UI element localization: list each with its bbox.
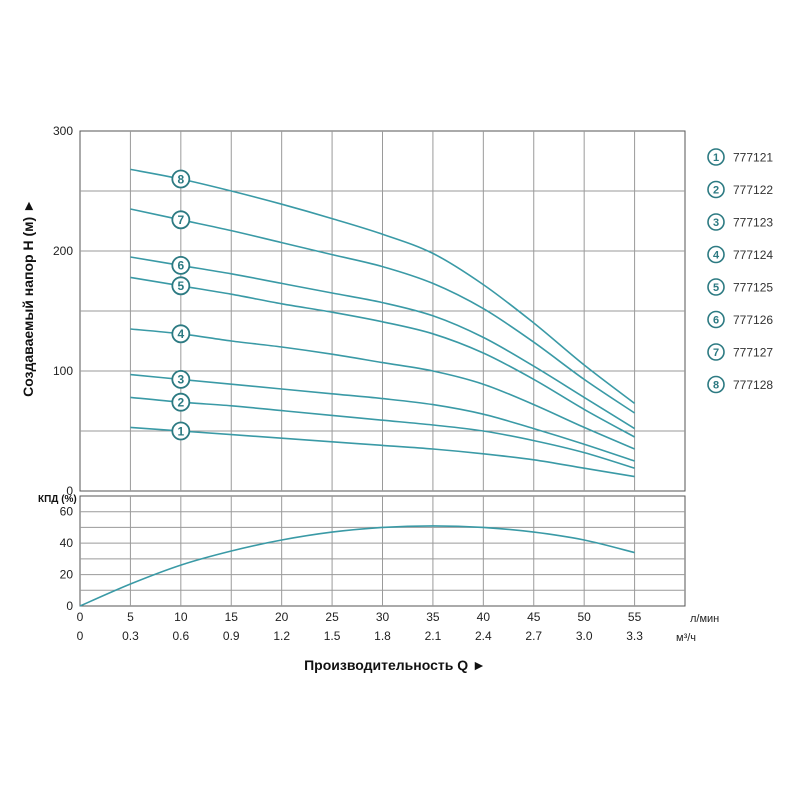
head-curve-8 <box>130 168 636 405</box>
legend-marker-3 <box>707 213 725 231</box>
grid <box>79 130 686 607</box>
curve-marker-label-2: 2 <box>177 396 184 410</box>
x-tick-label-secondary: 3.3 <box>626 629 643 643</box>
legend-marker-5 <box>707 278 725 296</box>
legend-marker-label-7: 7 <box>713 347 719 359</box>
legend-item-3: 777123 <box>733 216 773 230</box>
legend-item-5: 777125 <box>733 281 773 295</box>
legend-marker-7 <box>707 343 725 361</box>
curve-marker-circle-8 <box>171 169 191 189</box>
legend-marker-label-8: 8 <box>713 380 719 392</box>
x-tick-label-secondary: 1.5 <box>324 629 341 643</box>
curve-markers: 1 2 3 4 5 6 7 8 <box>171 169 191 441</box>
x-tick-label-secondary: 1.2 <box>273 629 290 643</box>
legend-marker-label-2: 2 <box>713 185 719 197</box>
head-curve-1 <box>130 426 635 478</box>
curve-marker-label-4: 4 <box>177 327 184 341</box>
x-tick-label-secondary: 0 <box>77 629 84 643</box>
x-tick-label-primary: 35 <box>426 610 440 624</box>
legend-marker-label-3: 3 <box>713 217 719 229</box>
head-axis-title: Создаваемый напор H (м) ► <box>20 199 36 397</box>
x-tick-label-primary: 15 <box>225 610 239 624</box>
efficiency-y-tick-label: 40 <box>60 536 74 550</box>
legend-item-6: 777126 <box>733 313 773 327</box>
curve-marker-label-5: 5 <box>177 279 184 293</box>
legend-marker-label-5: 5 <box>713 282 719 294</box>
efficiency-y-tick-label: 20 <box>60 568 74 582</box>
efficiency-y-tick-label: 0 <box>66 599 73 613</box>
head-curve-7 <box>130 208 636 414</box>
curve-marker-circle-7 <box>171 210 191 230</box>
legend-marker-label-4: 4 <box>713 250 720 262</box>
legend-item-7: 777127 <box>733 346 773 360</box>
curve-marker-label-3: 3 <box>177 373 184 387</box>
x-tick-label-primary: 30 <box>376 610 390 624</box>
x-tick-label-primary: 0 <box>77 610 84 624</box>
legend-marker-2 <box>707 180 725 199</box>
legend-item-8: 777128 <box>733 378 773 392</box>
curve-marker-circle-6 <box>171 255 191 275</box>
head-y-tick-label: 200 <box>53 244 73 258</box>
x-tick-label-secondary: 3.0 <box>576 629 593 643</box>
x-tick-label-primary: 45 <box>527 610 541 624</box>
x-tick-label-primary: 40 <box>477 610 491 624</box>
x-tick-label-secondary: 2.4 <box>475 629 492 643</box>
head-curves <box>130 168 636 478</box>
secondary-x-unit: м³/ч <box>676 632 696 644</box>
x-tick-label-secondary: 0.9 <box>223 629 240 643</box>
x-tick-label-primary: 55 <box>628 610 642 624</box>
x-tick-label-secondary: 2.1 <box>425 629 442 643</box>
x-tick-label-primary: 5 <box>127 610 134 624</box>
efficiency-curves <box>79 525 635 607</box>
x-axis-title: Производительность Q ► <box>304 657 486 673</box>
curve-marker-label-1: 1 <box>177 424 184 438</box>
efficiency-axis-title: КПД (%) <box>38 494 77 505</box>
legend: 1 777121 2 777122 3 777123 4 777124 5 777125 6 7771… <box>707 148 773 394</box>
x-tick-label-secondary: 0.3 <box>122 629 139 643</box>
legend-marker-label-6: 6 <box>713 315 719 327</box>
legend-marker-8 <box>707 375 725 394</box>
legend-marker-4 <box>707 245 725 264</box>
head-y-tick-label: 100 <box>53 364 73 378</box>
legend-item-2: 777122 <box>733 183 773 197</box>
head-curve-5 <box>130 276 635 438</box>
x-tick-label-primary: 10 <box>174 610 188 624</box>
head-curve-3 <box>130 373 635 462</box>
head-y-tick-label: 0 <box>66 484 73 498</box>
head-curve-4 <box>130 328 635 450</box>
curve-marker-circle-4 <box>171 324 191 344</box>
curve-marker-label-7: 7 <box>177 213 184 227</box>
curve-marker-circle-3 <box>171 369 191 389</box>
head-curve-6 <box>130 256 636 430</box>
legend-marker-6 <box>707 310 725 329</box>
legend-item-4: 777124 <box>733 248 773 262</box>
x-tick-label-primary: 25 <box>325 610 339 624</box>
head-y-tick-label: 300 <box>53 124 73 138</box>
legend-item-1: 777121 <box>733 151 773 165</box>
curve-marker-circle-5 <box>171 276 191 296</box>
x-tick-label-secondary: 2.7 <box>525 629 542 643</box>
curve-marker-circle-1 <box>171 421 191 441</box>
x-tick-label-secondary: 0.6 <box>172 629 189 643</box>
legend-marker-1 <box>707 148 725 166</box>
primary-x-unit: л/мин <box>690 613 719 625</box>
x-tick-label-primary: 50 <box>577 610 591 624</box>
curve-marker-circle-2 <box>171 392 191 412</box>
curve-marker-label-8: 8 <box>177 172 184 186</box>
legend-marker-label-1: 1 <box>713 152 719 164</box>
x-tick-label-secondary: 1.8 <box>374 629 391 643</box>
efficiency-curve <box>79 525 635 607</box>
efficiency-y-tick-label: 60 <box>60 505 74 519</box>
curve-marker-label-6: 6 <box>177 259 184 273</box>
x-tick-label-primary: 20 <box>275 610 289 624</box>
head-curve-2 <box>130 396 635 469</box>
